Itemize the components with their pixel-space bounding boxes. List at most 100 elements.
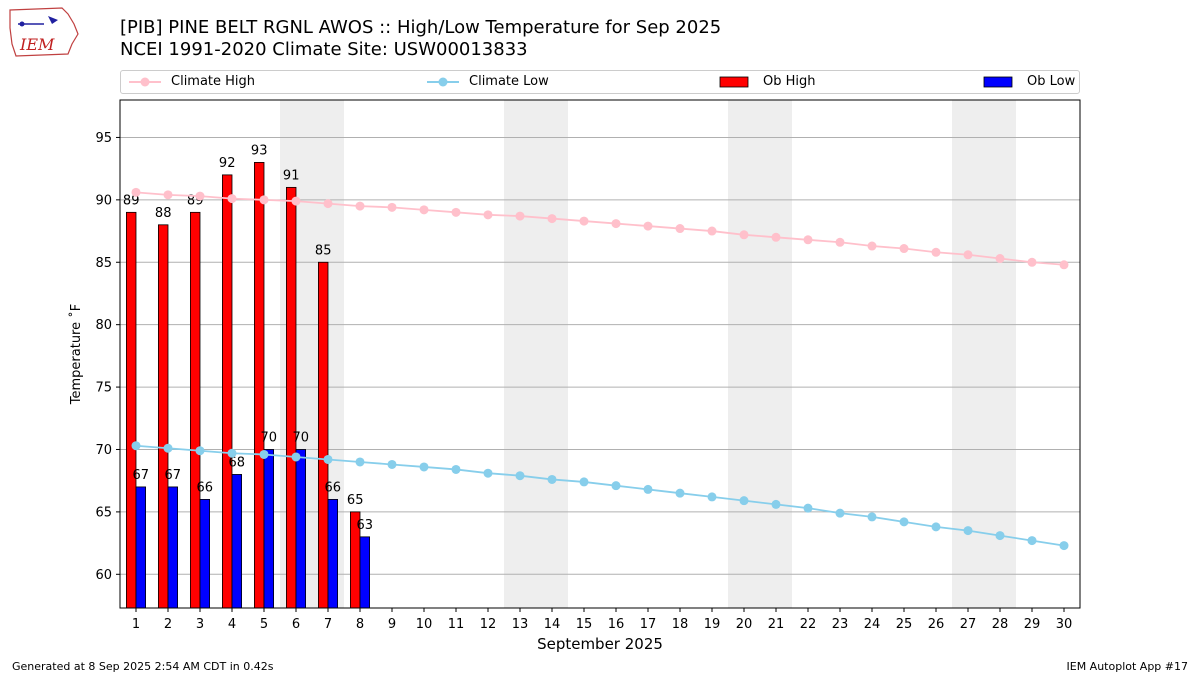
climate-low-point bbox=[483, 468, 493, 478]
ob-high-legend-swatch bbox=[719, 76, 749, 88]
ob-high-data-label: 88 bbox=[155, 206, 172, 221]
ob-high-data-label: 93 bbox=[251, 143, 268, 158]
y-tick-label: 70 bbox=[95, 443, 112, 458]
climate-low-point bbox=[355, 457, 365, 467]
ob-low-bar bbox=[135, 486, 147, 609]
climate-low-point bbox=[803, 503, 813, 513]
ob-high-data-label: 89 bbox=[123, 193, 140, 208]
ob-low-bar bbox=[231, 474, 243, 609]
legend-item-ob-low: Ob Low bbox=[983, 74, 1079, 90]
ob-low-data-label: 70 bbox=[261, 430, 278, 445]
x-tick-label: 30 bbox=[1056, 617, 1073, 632]
ob-high-bar bbox=[285, 186, 297, 609]
ob-low-legend-swatch bbox=[983, 76, 1013, 88]
x-tick-label: 8 bbox=[356, 617, 364, 632]
x-tick-label: 20 bbox=[736, 617, 753, 632]
ob-low-bar bbox=[199, 499, 211, 609]
legend-item-climate-low: Climate Low bbox=[425, 74, 585, 90]
x-tick-label: 25 bbox=[896, 617, 913, 632]
y-tick-label: 85 bbox=[95, 256, 112, 271]
x-axis-label: September 2025 bbox=[537, 635, 663, 653]
climate-low-point bbox=[1059, 541, 1069, 551]
x-tick-label: 23 bbox=[832, 617, 849, 632]
climate-low-point bbox=[515, 471, 525, 481]
y-tick-label: 75 bbox=[95, 381, 112, 396]
chart-subtitle: NCEI 1991-2020 Climate Site: USW00013833 bbox=[120, 39, 528, 60]
legend-item-climate-high: Climate High bbox=[127, 74, 287, 90]
climate-high-point bbox=[835, 237, 845, 247]
x-tick-label: 12 bbox=[480, 617, 497, 632]
climate-high-point bbox=[963, 250, 973, 260]
x-tick-label: 5 bbox=[260, 617, 268, 632]
climate-low-legend-swatch bbox=[427, 77, 459, 87]
climate-low-point bbox=[131, 441, 141, 451]
ob-high-bar bbox=[189, 211, 201, 609]
climate-low-point bbox=[387, 459, 397, 469]
generated-timestamp: Generated at 8 Sep 2025 2:54 AM CDT in 0… bbox=[12, 660, 274, 673]
climate-high-point bbox=[1027, 257, 1037, 267]
legend-label: Climate High bbox=[171, 74, 256, 89]
y-tick-label: 95 bbox=[95, 131, 112, 146]
x-tick-label: 2 bbox=[164, 617, 172, 632]
ob-high-bar bbox=[253, 162, 265, 609]
climate-high-point bbox=[899, 244, 909, 254]
x-tick-label: 26 bbox=[928, 617, 945, 632]
ob-high-bar bbox=[221, 174, 233, 609]
x-tick-label: 1 bbox=[132, 617, 140, 632]
climate-low-point bbox=[899, 517, 909, 527]
x-tick-label: 11 bbox=[448, 617, 465, 632]
x-tick-label: 15 bbox=[576, 617, 593, 632]
climate-low-point bbox=[931, 522, 941, 532]
weekend-shade bbox=[728, 100, 792, 608]
climate-high-point bbox=[643, 221, 653, 231]
climate-high-point bbox=[515, 211, 525, 221]
climate-low-point bbox=[675, 488, 685, 498]
weekend-shade bbox=[952, 100, 1016, 608]
climate-low-point bbox=[707, 492, 717, 502]
logo-text: IEM bbox=[19, 35, 55, 54]
chart-legend: Climate High Climate Low Ob High Ob Low bbox=[120, 70, 1080, 94]
ob-high-data-label: 85 bbox=[315, 243, 332, 258]
climate-low-point bbox=[995, 531, 1005, 541]
climate-low-point bbox=[867, 512, 877, 522]
ob-low-bar bbox=[167, 486, 179, 609]
x-tick-label: 21 bbox=[768, 617, 785, 632]
x-tick-label: 4 bbox=[228, 617, 236, 632]
climate-low-point bbox=[739, 496, 749, 506]
chart-title: [PIB] PINE BELT RGNL AWOS :: High/Low Te… bbox=[120, 17, 722, 38]
climate-high-point bbox=[867, 241, 877, 251]
legend-label: Climate Low bbox=[469, 74, 549, 89]
climate-low-point bbox=[259, 449, 269, 459]
climate-high-point bbox=[259, 195, 269, 205]
x-tick-label: 13 bbox=[512, 617, 529, 632]
climate-high-legend-swatch bbox=[129, 77, 161, 87]
legend-label: Ob High bbox=[763, 74, 816, 89]
climate-high-point bbox=[707, 226, 717, 236]
ob-high-bar bbox=[126, 211, 137, 609]
y-axis-label: Temperature ˚F bbox=[68, 304, 84, 405]
climate-high-point bbox=[195, 191, 205, 201]
app-credit: IEM Autoplot App #17 bbox=[1066, 660, 1189, 673]
climate-high-point bbox=[451, 207, 461, 217]
x-tick-label: 14 bbox=[544, 617, 561, 632]
x-tick-label: 28 bbox=[992, 617, 1009, 632]
legend-label: Ob Low bbox=[1027, 74, 1076, 89]
climate-high-point bbox=[611, 219, 621, 229]
climate-low-point bbox=[451, 464, 461, 474]
iowa-outline-icon bbox=[9, 7, 79, 57]
x-tick-label: 18 bbox=[672, 617, 689, 632]
climate-low-point bbox=[579, 477, 589, 487]
climate-high-point bbox=[675, 224, 685, 234]
x-tick-label: 29 bbox=[1024, 617, 1041, 632]
climate-low-point bbox=[291, 452, 301, 462]
climate-low-line bbox=[135, 444, 1065, 547]
x-tick-label: 27 bbox=[960, 617, 977, 632]
x-tick-label: 9 bbox=[388, 617, 396, 632]
y-tick-label: 60 bbox=[95, 568, 112, 583]
climate-low-point bbox=[547, 474, 557, 484]
ob-high-data-label: 91 bbox=[283, 168, 300, 183]
climate-high-point bbox=[995, 254, 1005, 264]
x-tick-label: 24 bbox=[864, 617, 881, 632]
climate-low-point bbox=[643, 484, 653, 494]
climate-high-point bbox=[771, 232, 781, 242]
